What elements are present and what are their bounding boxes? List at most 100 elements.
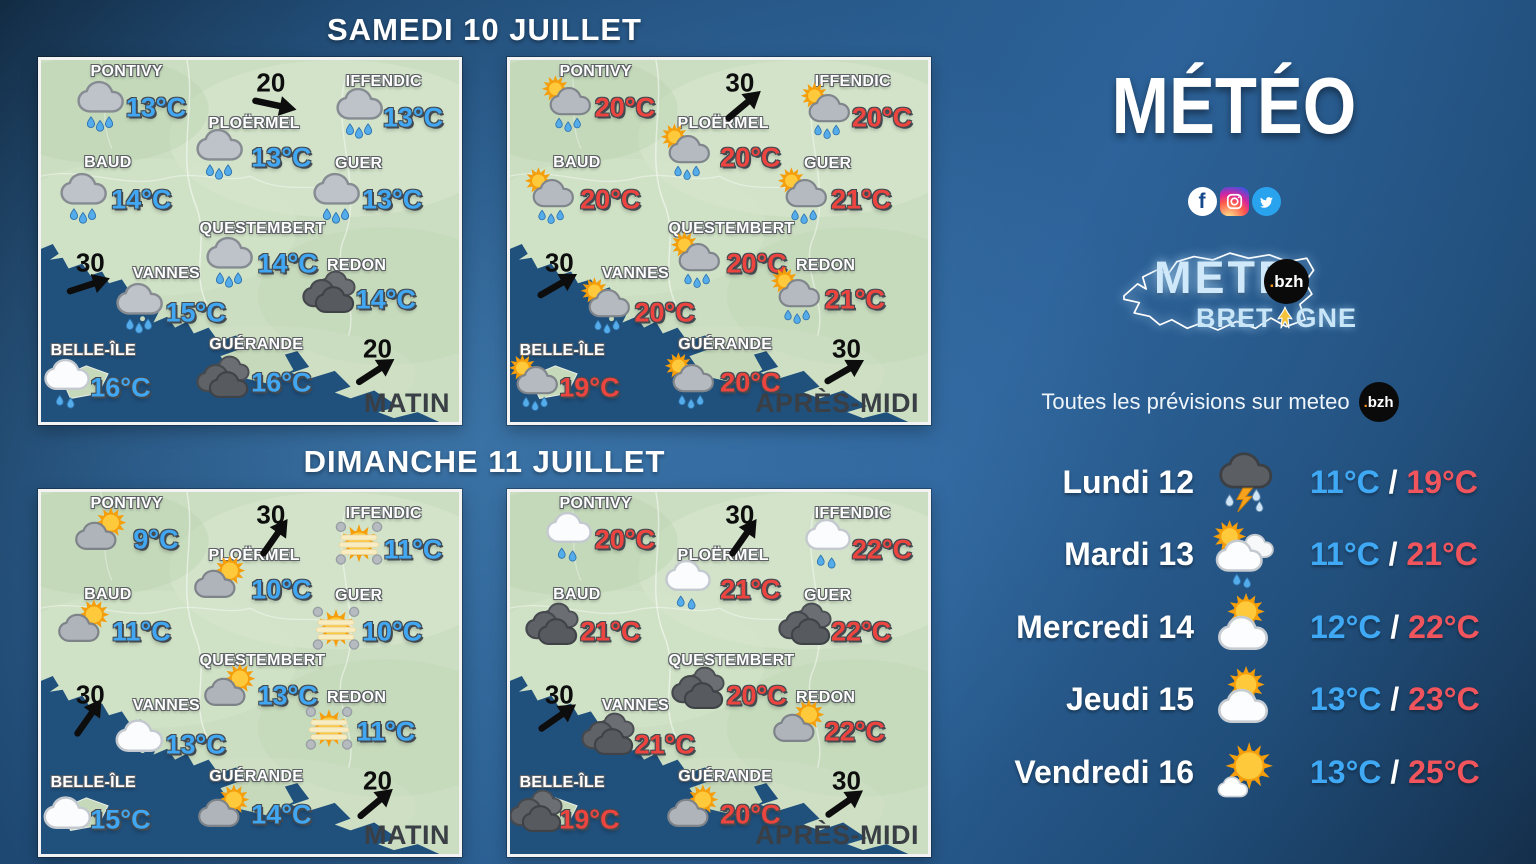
forecast-weather-icon-suncloudrain [1211, 519, 1277, 588]
weather-icon-sunrain [540, 74, 598, 135]
map-panel-saturday-morning: PONTIVY 13°C IFFENDIC 13°C PLOËRMEL 13°C BAUD 1… [38, 57, 462, 425]
city-temperature: 11°C [383, 534, 443, 565]
min-temp: 12°C [1310, 608, 1382, 645]
wind-arrow-icon [534, 696, 582, 738]
twitter-icon[interactable] [1251, 187, 1281, 216]
wind-speed: 30 [832, 765, 861, 796]
city-temperature: 16°C [251, 367, 312, 398]
city-temperature: 11°C [111, 616, 171, 647]
weather-icon-rain [71, 77, 129, 135]
wind-speed: 30 [75, 247, 105, 278]
weather-icon-darkclouds [776, 601, 834, 659]
city-temperature: 21°C [720, 574, 781, 605]
max-temp: 23°C [1408, 681, 1480, 718]
city-temperature: 22°C [851, 534, 913, 565]
weather-icon-suncloud [200, 663, 258, 723]
city-label: PONTIVY [90, 63, 163, 81]
city-label: PLOËRMEL [208, 115, 300, 133]
saturday-title: SAMEDI 10 JUILLET [327, 12, 642, 47]
city-label: REDON [795, 256, 856, 274]
forecast-day: Mercredi 14 [1016, 608, 1194, 645]
city-temperature: 21°C [824, 284, 886, 315]
city-temperature: 14°C [257, 248, 318, 279]
city-label: PONTIVY [559, 63, 632, 81]
city-temperature: 20°C [634, 297, 695, 328]
city-label: GUER [334, 155, 383, 173]
city-label: BAUD [84, 153, 132, 171]
max-temp: 19°C [1406, 463, 1478, 500]
logo-bzh-badge: .bzh [1264, 259, 1309, 304]
city-label: GUÉRANDE [678, 336, 773, 354]
city-label: VANNES [132, 265, 201, 283]
city-temperature: 15°C [165, 297, 226, 328]
city-temperature: 21°C [830, 184, 892, 215]
tagline: Toutes les prévisions sur meteo .bzh [985, 382, 1455, 422]
map-panel-sunday-morning: PONTIVY 9°C IFFENDIC 11°C PLOËRMEL 10°C BAUD 11… [38, 489, 462, 857]
temp-separator: / [1379, 536, 1407, 573]
city-label: BAUD [84, 585, 132, 603]
wind-speed: 20 [363, 333, 392, 364]
wind-arrow-icon [352, 782, 400, 824]
weather-icon-sunrain [510, 354, 565, 414]
wind-arrow-icon [251, 516, 299, 558]
weather-icon-sunrain [669, 231, 727, 291]
city-label: GUÉRANDE [209, 768, 304, 786]
weather-icon-rain [307, 169, 365, 227]
city-label: IFFENDIC [345, 73, 422, 91]
forecast-temps: 11°C / 19°C [1294, 464, 1519, 501]
city-temperature: 15°C [90, 804, 151, 835]
forecast-row: Mercredi 14 12°C / 22°C [1004, 591, 1519, 664]
weather-icon-sunveil [330, 516, 388, 574]
city-label: VANNES [601, 265, 670, 283]
weather-icon-rain [190, 125, 248, 183]
forecast-day: Vendredi 16 [1014, 753, 1194, 790]
city-temperature: 9°C [133, 524, 179, 555]
sunday-title: DIMANCHE 11 JUILLET [303, 444, 666, 479]
city-temperature: 22°C [824, 716, 886, 747]
city-label: GUÉRANDE [678, 768, 773, 786]
forecast-temps: 13°C / 25°C [1294, 754, 1519, 791]
temp-separator: / [1381, 608, 1409, 645]
map-panel-sunday-afternoon: PONTIVY 20°C IFFENDIC 22°C PLOËRMEL 21°C BAUD 2… [507, 489, 931, 857]
city-label: PONTIVY [90, 495, 163, 513]
max-temp: 22°C [1408, 608, 1480, 645]
wind-arrow-icon [65, 264, 113, 306]
forecast-temps: 11°C / 21°C [1294, 536, 1519, 573]
period-label: MATIN [364, 388, 450, 418]
wind-speed: 20 [256, 67, 286, 98]
weather-icon-suncloud [71, 506, 129, 567]
city-temperature: 21°C [634, 729, 695, 760]
city-temperature: 13°C [165, 729, 226, 760]
city-label: BELLE-ÎLE [519, 774, 605, 792]
max-temp: 21°C [1406, 536, 1478, 573]
min-temp: 13°C [1310, 753, 1382, 790]
city-label: IFFENDIC [345, 505, 422, 523]
city-temperature: 14°C [251, 799, 312, 830]
city-label: GUER [803, 155, 852, 173]
wind-arrow-icon [352, 350, 400, 392]
facebook-icon[interactable]: f [1187, 187, 1217, 216]
instagram-icon[interactable] [1219, 187, 1249, 216]
wind-speed: 30 [544, 679, 574, 710]
temp-separator: / [1381, 753, 1409, 790]
min-temp: 13°C [1310, 681, 1382, 718]
city-temperature: 13°C [125, 92, 187, 123]
city-temperature: 20°C [726, 680, 787, 711]
city-label: PONTIVY [559, 495, 632, 513]
city-temperature: 14°C [111, 184, 172, 215]
weather-icon-darkclouds [579, 711, 637, 769]
weather-icon-whitecloud [41, 788, 96, 846]
wind-arrow-icon [534, 264, 582, 306]
city-label: PLOËRMEL [677, 115, 769, 133]
bzh-badge[interactable]: .bzh [1358, 382, 1399, 422]
weather-icon-sunveil [300, 701, 358, 759]
weather-icon-darkclouds [669, 665, 727, 723]
city-temperature: 20°C [851, 102, 913, 133]
weather-icon-rain [330, 84, 388, 142]
city-temperature: 19°C [559, 804, 620, 835]
weather-icon-darkclouds [510, 788, 565, 846]
forecast-row: Lundi 12 11°C / 19°C [1004, 446, 1519, 519]
wind-arrow-icon [821, 782, 869, 824]
wind-arrow-icon [65, 696, 113, 738]
